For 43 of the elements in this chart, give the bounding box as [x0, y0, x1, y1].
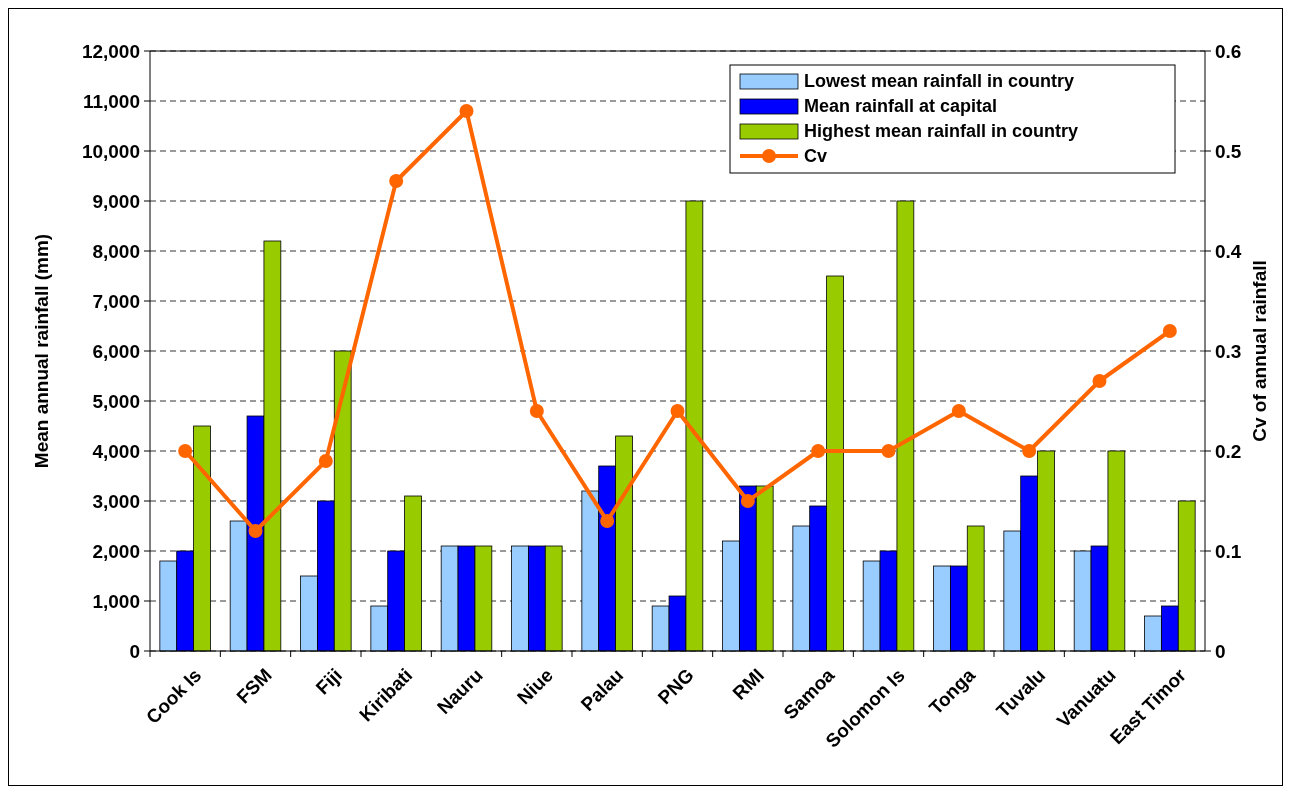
point: [600, 514, 615, 528]
point: [951, 404, 966, 418]
point: [178, 444, 193, 458]
point: [881, 444, 896, 458]
point: [1022, 444, 1037, 458]
y-tick-label: 9,000: [92, 190, 140, 212]
point: [529, 404, 544, 418]
point: [389, 174, 404, 188]
y2-tick-label: 0.4: [1215, 240, 1242, 262]
y2-tick-label: 0.1: [1215, 540, 1242, 562]
y2-tick-label: 0.5: [1215, 140, 1242, 162]
x-tick-label: Fiji: [311, 664, 347, 699]
y-tick-label: 0: [129, 640, 140, 662]
y2-tick-label: 0.3: [1215, 340, 1242, 362]
y-tick-label: 10,000: [81, 140, 140, 162]
y-tick-label: 2,000: [92, 540, 140, 562]
point: [318, 454, 333, 468]
legend-label: Cv: [804, 146, 828, 167]
point: [740, 494, 755, 508]
point: [248, 524, 263, 538]
y2-tick-label: 0.6: [1215, 40, 1242, 62]
y-axis-title: Mean annual rainfall (mm): [31, 233, 52, 469]
legend-label: Lowest mean rainfall in country: [804, 71, 1075, 92]
point: [1092, 374, 1107, 388]
point: [1162, 324, 1177, 338]
y-tick-label: 3,000: [92, 490, 140, 512]
point: [459, 104, 474, 118]
y-tick-label: 5,000: [92, 390, 140, 412]
y-tick-label: 6,000: [92, 340, 140, 362]
y-tick-label: 11,000: [82, 90, 140, 112]
legend-label: Mean rainfall at capital: [804, 96, 998, 117]
point: [811, 444, 826, 458]
y-tick-label: 1,000: [92, 590, 140, 612]
y-tick-label: 4,000: [92, 440, 140, 462]
y-tick-label: 8,000: [92, 240, 140, 262]
y2-tick-label: 0: [1215, 640, 1226, 662]
x-tick-label: RMI: [728, 664, 769, 704]
y-tick-label: 12,000: [81, 40, 140, 62]
point: [670, 404, 685, 418]
legend-label: Highest mean rainfall in country: [804, 121, 1079, 142]
y-tick-label: 7,000: [92, 290, 140, 312]
y2-axis-title: Cv of annual rainfall: [1249, 260, 1270, 442]
y2-tick-label: 0.2: [1215, 440, 1242, 462]
